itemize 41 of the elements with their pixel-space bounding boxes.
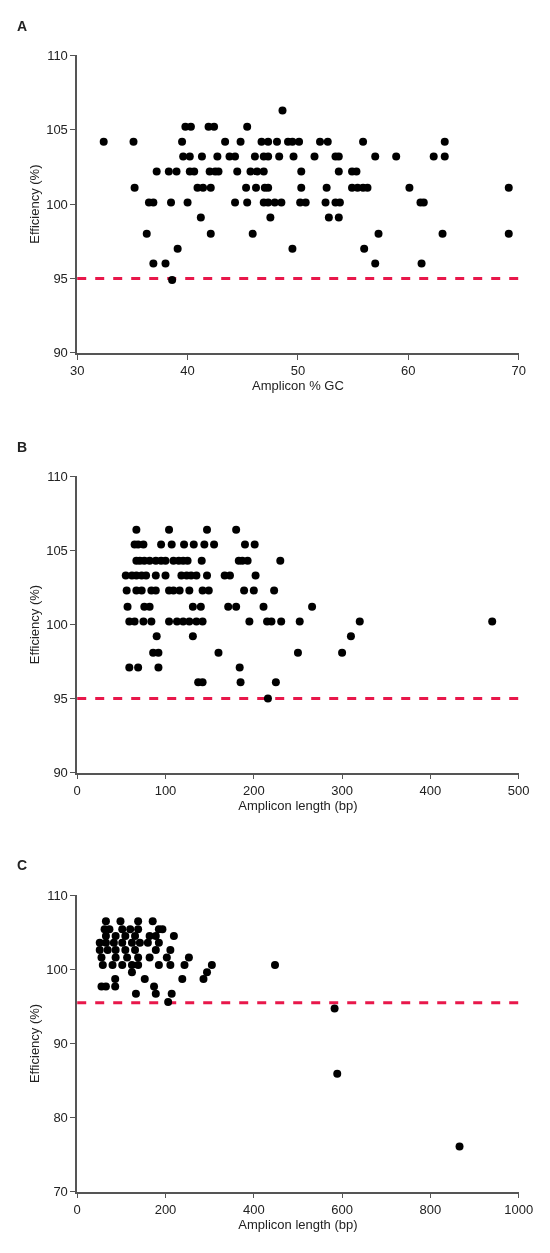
x-tick-label: 60 xyxy=(401,363,416,379)
y-tick-label: 95 xyxy=(53,691,68,707)
x-tick-label: 300 xyxy=(331,783,353,799)
y-tick-label: 90 xyxy=(53,345,68,361)
y-tick-label: 90 xyxy=(53,765,68,781)
chart-title: B xyxy=(17,439,28,455)
y-tick-label: 110 xyxy=(47,47,68,63)
x-tick-label: 100 xyxy=(154,783,177,799)
y-axis-title: Efficiency (%) xyxy=(26,584,42,665)
x-tick-label: 50 xyxy=(290,363,306,379)
y-axis-title: Efficiency (%) xyxy=(26,164,42,244)
x-tick-label: 0 xyxy=(73,783,81,799)
y-tick-label: 100 xyxy=(46,961,68,977)
y-tick-label: 105 xyxy=(46,542,68,558)
y-tick-label: 80 xyxy=(53,1110,68,1126)
x-tick-label: 400 xyxy=(242,1202,265,1217)
x-tick-label: 0 xyxy=(73,1202,81,1217)
x-tick-label: 200 xyxy=(154,1202,177,1217)
y-tick-label: 110 xyxy=(47,468,68,484)
x-tick-label: 200 xyxy=(242,783,265,799)
y-tick-label: 90 xyxy=(53,1035,68,1051)
x-tick-label: 400 xyxy=(419,783,442,799)
y-tick-label: 70 xyxy=(53,1184,68,1200)
x-tick-label: 30 xyxy=(69,363,85,379)
x-tick-label: 70 xyxy=(511,363,526,379)
x-axis-title: Amplicon length (bp) xyxy=(238,1217,358,1233)
x-tick-label: 1000 xyxy=(504,1202,534,1217)
y-tick-label: 100 xyxy=(46,617,68,633)
chart-title: C xyxy=(17,857,28,873)
x-tick-label: 500 xyxy=(507,783,530,799)
chart-title: A xyxy=(17,18,28,34)
y-tick-label: 110 xyxy=(47,887,68,903)
x-tick-label: 40 xyxy=(180,363,195,379)
x-tick-label: 800 xyxy=(419,1202,442,1217)
x-axis-title: Amplicon length (bp) xyxy=(238,798,358,814)
x-tick-label: 600 xyxy=(331,1202,353,1217)
y-axis-title: Efficiency (%) xyxy=(26,1003,42,1084)
y-tick-label: 105 xyxy=(46,122,68,138)
x-axis-title: Amplicon % GC xyxy=(252,378,344,394)
y-tick-label: 95 xyxy=(53,271,68,287)
y-tick-label: 100 xyxy=(46,196,68,212)
